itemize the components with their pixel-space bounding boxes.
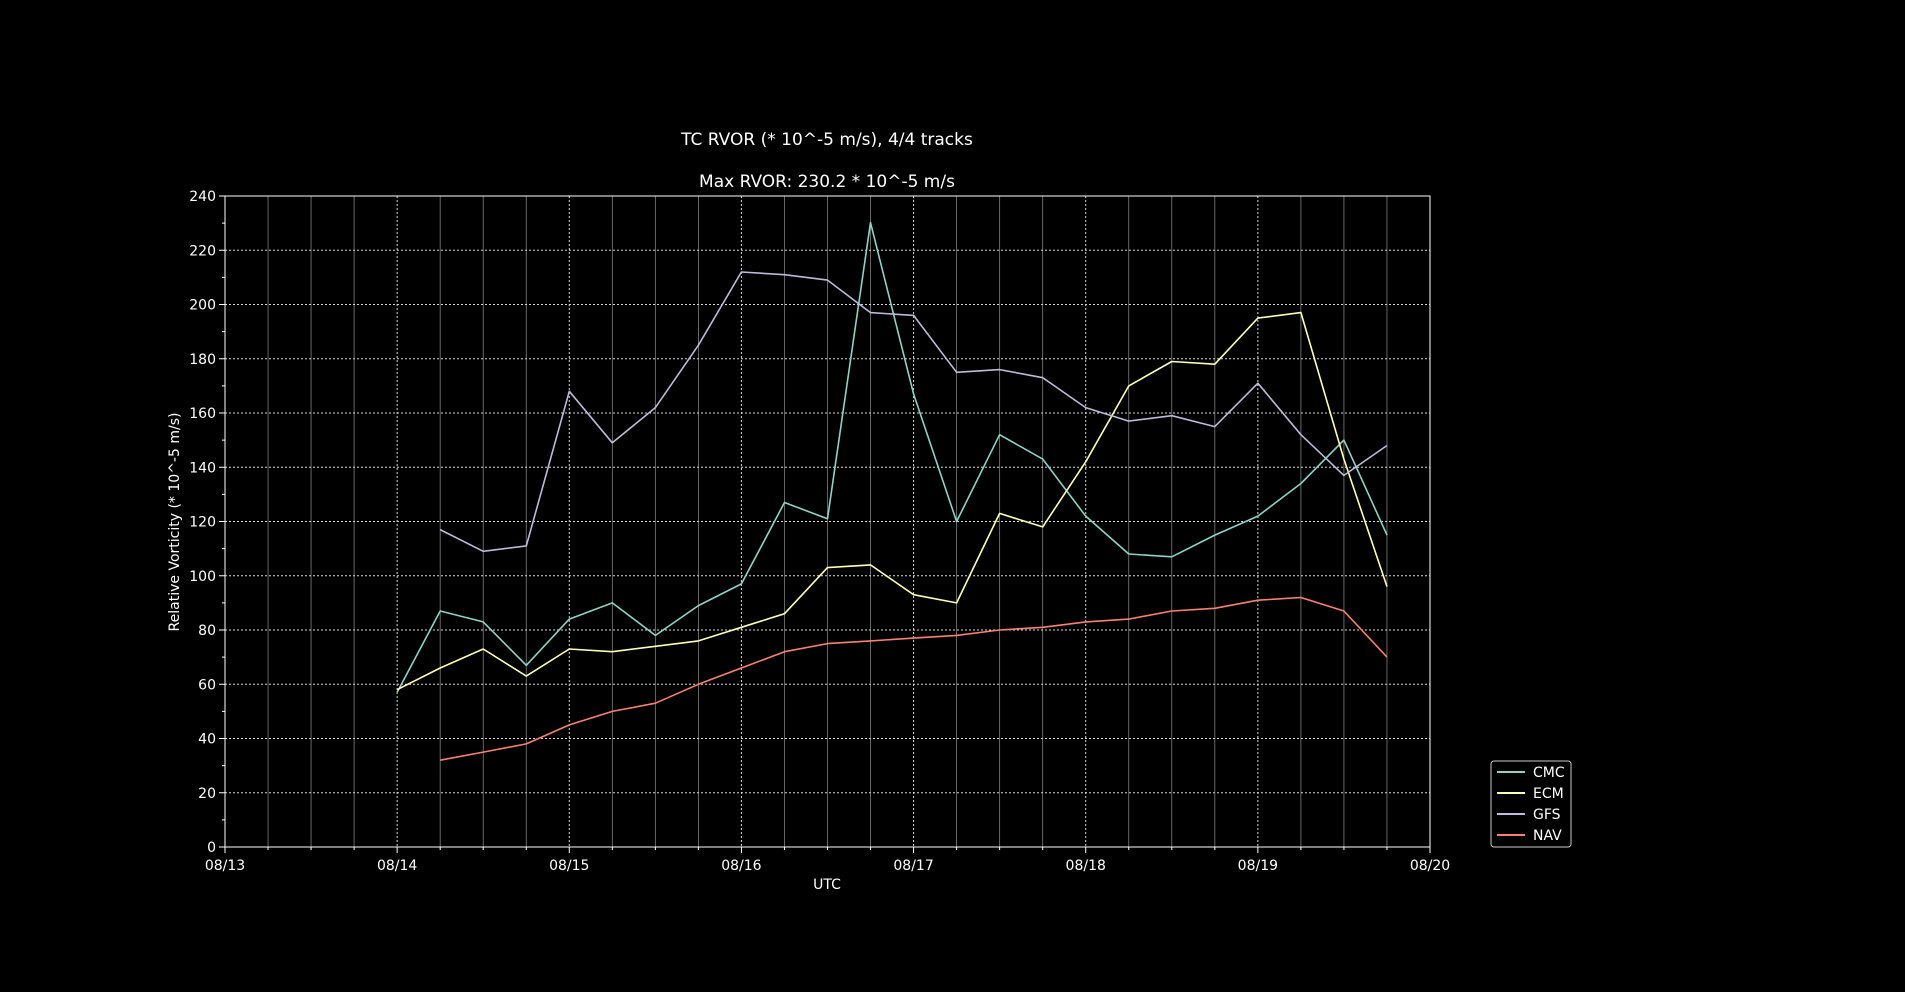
legend-box — [1490, 760, 1572, 848]
x-tick-label: 08/14 — [377, 858, 417, 874]
y-tick-label: 140 — [189, 460, 216, 476]
x-tick-label: 08/13 — [205, 858, 245, 874]
y-tick-label: 160 — [189, 406, 216, 422]
legend: CMC ECM GFS NAV — [1490, 760, 1572, 848]
x-tick-label: 08/18 — [1066, 858, 1106, 874]
x-tick-label: 08/15 — [549, 858, 589, 874]
y-tick-label: 40 — [198, 732, 216, 748]
grid — [225, 196, 1430, 847]
series-line-nav — [440, 596, 1388, 761]
series-line-cmc — [396, 221, 1388, 693]
y-tick-label: 180 — [189, 352, 216, 368]
legend-label-ecm: ECM — [1533, 786, 1564, 802]
y-tick-label: 80 — [198, 623, 216, 639]
y-tick-label: 60 — [198, 677, 216, 693]
legend-label-cmc: CMC — [1533, 765, 1565, 781]
legend-label-gfs: GFS — [1533, 807, 1561, 823]
y-tick-label: 220 — [189, 243, 216, 259]
chart-subtitle: Max RVOR: 230.2 * 10^-5 m/s — [699, 172, 955, 192]
x-tick-label: 08/20 — [1410, 858, 1450, 874]
series-lines — [396, 221, 1388, 761]
y-tick-label: 0 — [207, 840, 216, 856]
x-axis-label: UTC — [813, 877, 841, 893]
y-tick-label: 100 — [189, 569, 216, 585]
y-tick-label: 240 — [189, 189, 216, 205]
y-tick-label: 20 — [198, 786, 216, 802]
series-line-ecm — [396, 311, 1388, 691]
chart-title: TC RVOR (* 10^-5 m/s), 4/4 tracks — [680, 130, 973, 150]
series-line-gfs — [439, 271, 1388, 553]
axis-ticks: 0 20 40 60 80 100 120 140 160 180 200 220 240 08/13 08… — [189, 189, 1450, 874]
x-tick-label: 08/19 — [1238, 858, 1278, 874]
y-tick-label: 120 — [189, 515, 216, 531]
y-axis-label: Relative Vorticity (* 10^-5 m/s) — [167, 413, 183, 632]
x-tick-label: 08/17 — [893, 858, 933, 874]
y-tick-label: 200 — [189, 298, 216, 314]
legend-label-nav: NAV — [1533, 828, 1562, 844]
x-tick-label: 08/16 — [721, 858, 761, 874]
